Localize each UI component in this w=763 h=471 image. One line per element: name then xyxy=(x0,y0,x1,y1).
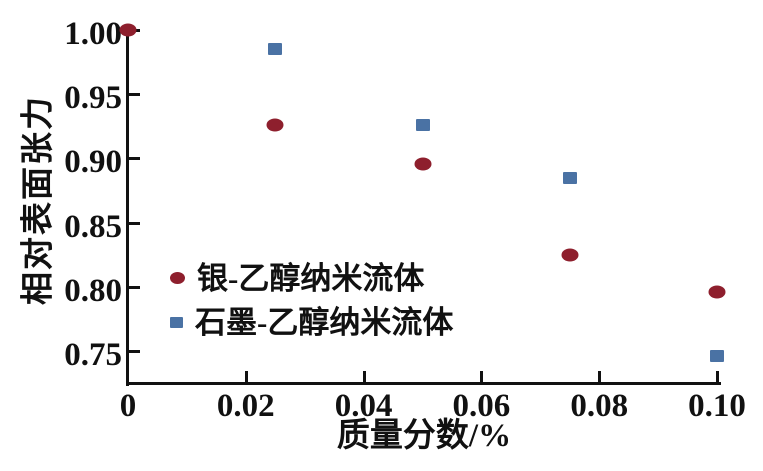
data-point-graphite xyxy=(268,43,283,56)
x-tick-label: 0.06 xyxy=(452,388,511,424)
y-tick-mark xyxy=(129,157,140,161)
data-point-graphite xyxy=(562,171,577,184)
y-tick-label: 0.85 xyxy=(64,208,122,245)
data-point-graphite xyxy=(710,350,724,363)
legend: 银-乙醇纳米流体 石墨-乙醇纳米流体 xyxy=(170,256,453,344)
y-tick-mark xyxy=(129,285,140,289)
y-axis-title: 相对表面张力 xyxy=(20,95,57,305)
y-tick-mark xyxy=(129,221,140,225)
x-tick-mark xyxy=(480,371,484,382)
y-tick-mark xyxy=(129,350,140,353)
x-tick-mark xyxy=(716,371,719,382)
y-axis-line xyxy=(126,28,129,386)
y-tick-label: 0.95 xyxy=(64,80,122,117)
x-tick-label: 0.08 xyxy=(570,388,629,424)
legend-label: 石墨-乙醇纳米流体 xyxy=(195,304,454,340)
x-tick-mark xyxy=(362,371,366,382)
data-point-silver xyxy=(708,285,726,299)
data-point-silver xyxy=(119,23,137,37)
x-tick-label: 0.02 xyxy=(216,388,275,424)
x-tick-mark xyxy=(244,371,248,382)
x-axis-title: 质量分数/% xyxy=(336,418,512,454)
legend-item-silver-ethanol: 银-乙醇纳米流体 xyxy=(170,256,453,300)
y-tick-label: 0.75 xyxy=(64,337,122,373)
circle-marker-icon xyxy=(170,272,185,284)
x-tick-label: 0.10 xyxy=(688,388,746,424)
data-point-silver xyxy=(414,157,431,171)
x-tick-label: 0 xyxy=(119,388,137,424)
y-tick-label: 0.90 xyxy=(64,144,122,181)
data-point-graphite xyxy=(415,119,430,132)
x-tick-mark xyxy=(598,371,602,382)
data-point-silver xyxy=(266,118,284,132)
x-tick-label: 0.04 xyxy=(334,388,393,424)
legend-label: 银-乙醇纳米流体 xyxy=(197,260,425,296)
data-point-silver xyxy=(561,248,579,262)
x-axis-line xyxy=(126,382,721,385)
y-tick-mark xyxy=(129,93,140,97)
y-tick-label: 0.80 xyxy=(64,272,122,309)
y-tick-label: 1.00 xyxy=(64,16,122,52)
square-marker-icon xyxy=(170,316,183,328)
legend-item-graphite-ethanol: 石墨-乙醇纳米流体 xyxy=(170,300,453,344)
